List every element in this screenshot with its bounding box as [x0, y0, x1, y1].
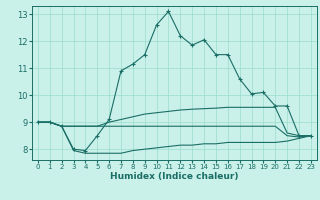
X-axis label: Humidex (Indice chaleur): Humidex (Indice chaleur)	[110, 172, 239, 181]
